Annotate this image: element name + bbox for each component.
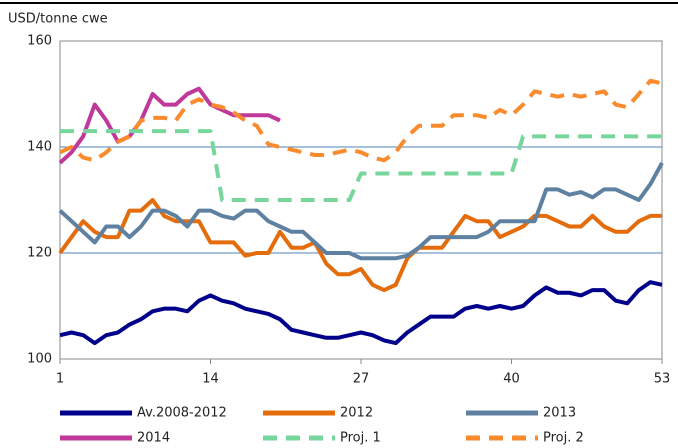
- legend-label: 2013: [543, 406, 576, 421]
- x-tick-label: 27: [353, 372, 370, 387]
- series-line: [59, 78, 663, 163]
- y-tick-label: 120: [27, 246, 52, 261]
- series-line: [58, 161, 664, 261]
- x-tick-label: 1: [56, 372, 64, 387]
- x-tick-label: 53: [654, 372, 671, 387]
- series-line: [58, 86, 281, 165]
- y-axis-label: USD/tonne cwe: [8, 12, 108, 27]
- series-line: [60, 129, 662, 202]
- legend-label: Proj. 1: [340, 431, 381, 446]
- series-line: [59, 280, 663, 346]
- legend-label: 2012: [340, 406, 373, 421]
- legend-label: Proj. 2: [543, 431, 584, 446]
- y-tick-label: 100: [27, 352, 52, 367]
- y-tick-label: 140: [27, 140, 52, 155]
- y-tick-label: 160: [27, 34, 52, 49]
- x-tick-label: 14: [202, 372, 219, 387]
- legend-label: Av.2008-2012: [137, 406, 227, 421]
- legend-label: 2014: [137, 431, 170, 446]
- x-tick-label: 40: [503, 372, 520, 387]
